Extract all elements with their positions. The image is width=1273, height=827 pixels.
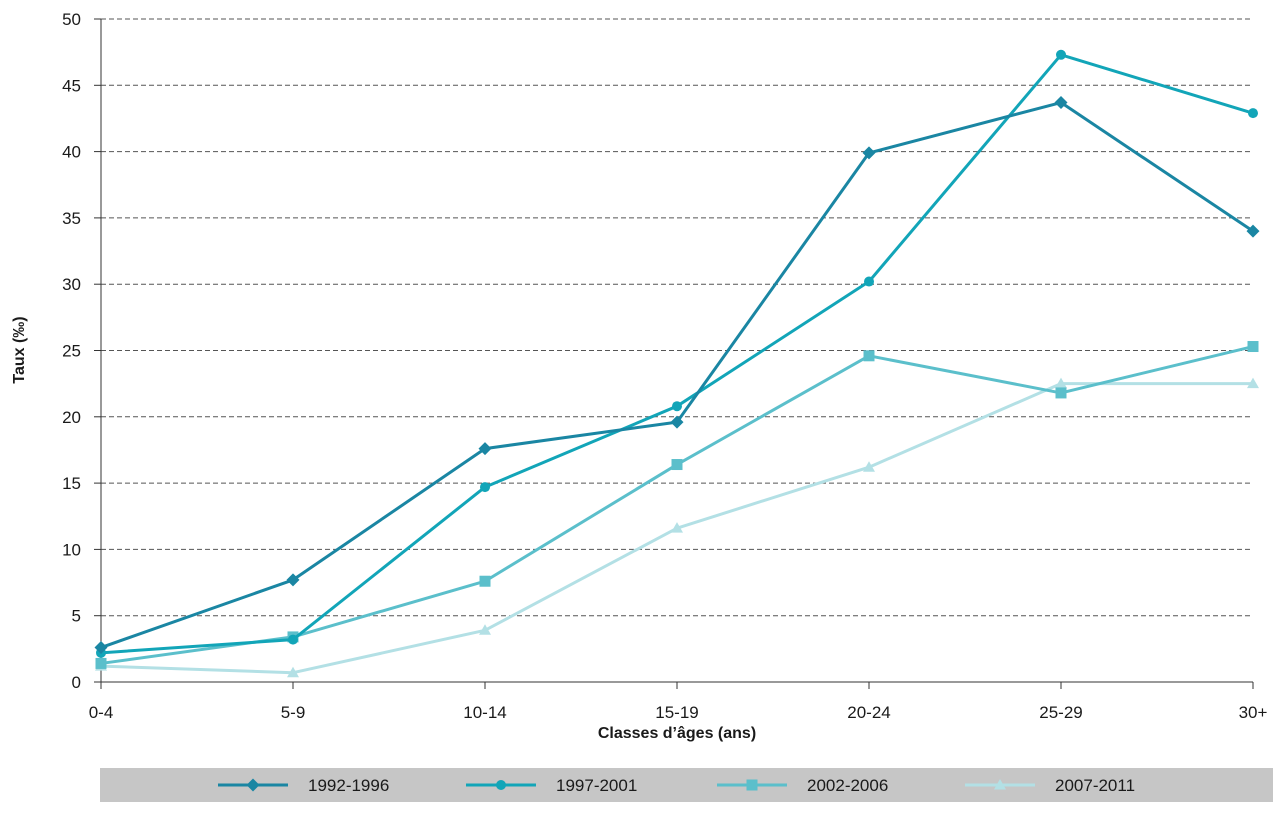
- y-tick-labels: 0 5 10 15 20 25 30 35 40 45 50: [62, 10, 81, 692]
- y-tick-label-20: 20: [62, 408, 81, 427]
- legend-item-2002-2006: 2002-2006: [717, 776, 888, 795]
- legend-label-1992-1996: 1992-1996: [308, 776, 389, 795]
- data-point-2002-2006-10-14: [479, 575, 491, 587]
- data-point-1992-1996-30+: [1246, 224, 1260, 238]
- x-tick-label-25-29: 25-29: [1039, 703, 1082, 722]
- legend-marker-1992-1996: [246, 778, 260, 792]
- data-point-1992-1996-5-9: [286, 573, 300, 587]
- data-point-1997-2001-10-14: [480, 482, 490, 493]
- data-point-2007-2011-30+: [1247, 377, 1259, 389]
- y-tick-label-5: 5: [72, 607, 81, 626]
- data-point-1997-2001-15-19: [672, 401, 682, 412]
- data-point-1997-2001-5-9: [288, 634, 298, 645]
- x-tick-label-0-4: 0-4: [89, 703, 114, 722]
- y-axis-title: Taux (‰): [11, 316, 28, 383]
- x-tick-labels: 0-4 5-9 10-14 15-19 20-24 25-29 30+: [89, 703, 1268, 722]
- legend-item-1992-1996: 1992-1996: [218, 776, 389, 795]
- data-point-1992-1996-20-24: [862, 146, 876, 160]
- series-line-1997-2001: [100, 53, 1254, 655]
- data-point-2007-2011-25-29: [1055, 377, 1067, 389]
- x-tick-label-10-14: 10-14: [463, 703, 506, 722]
- y-tick-label-25: 25: [62, 342, 81, 361]
- data-point-1992-1996-10-14: [478, 442, 492, 456]
- legend-marker-1997-2001: [496, 780, 506, 790]
- data-point-2002-2006-20-24: [863, 350, 875, 362]
- y-tick-label-0: 0: [72, 673, 81, 692]
- data-point-1997-2001-25-29: [1056, 49, 1066, 60]
- legend-label-2002-2006: 2002-2006: [807, 776, 888, 795]
- data-point-2007-2011-10-14: [479, 624, 491, 635]
- data-point-2002-2006-25-29: [1055, 387, 1067, 399]
- legend: 1992-1996 1997-2001 2002-2006 2007-2011: [100, 768, 1273, 802]
- y-tick-label-15: 15: [62, 474, 81, 493]
- legend-marker-2007-2011: [994, 779, 1006, 790]
- x-axis-title: Classes d’âges (ans): [598, 725, 756, 742]
- series-1992-1996: [94, 96, 1260, 655]
- axes: [94, 18, 1254, 689]
- legend-item-1997-2001: 1997-2001: [466, 776, 637, 795]
- data-point-2007-2011-5-9: [287, 666, 299, 678]
- gridlines: [101, 18, 1253, 617]
- legend-marker-2002-2006: [746, 779, 758, 791]
- data-point-2002-2006-30+: [1247, 341, 1259, 353]
- data-point-2002-2006-15-19: [671, 459, 683, 471]
- data-point-1992-1996-0-4: [94, 641, 108, 655]
- legend-label-1997-2001: 1997-2001: [556, 776, 637, 795]
- data-point-1997-2001-20-24: [864, 276, 874, 287]
- x-tick-label-15-19: 15-19: [655, 703, 698, 722]
- series-line-1992-1996: [100, 101, 1254, 649]
- legend-label-2007-2011: 2007-2011: [1055, 776, 1135, 795]
- data-point-1992-1996-15-19: [670, 415, 684, 429]
- y-tick-label-35: 35: [62, 209, 81, 228]
- data-point-1992-1996-25-29: [1054, 96, 1068, 110]
- y-tick-label-10: 10: [62, 540, 81, 559]
- series-2007-2011: [95, 377, 1259, 678]
- y-tick-label-50: 50: [62, 10, 81, 29]
- data-point-2007-2011-20-24: [863, 461, 875, 472]
- x-tick-label-5-9: 5-9: [281, 703, 306, 722]
- legend-item-2007-2011: 2007-2011: [965, 776, 1135, 795]
- data-point-1997-2001-30+: [1248, 108, 1258, 119]
- series-2002-2006: [95, 341, 1259, 669]
- series-1997-2001: [96, 49, 1258, 658]
- y-tick-label-45: 45: [62, 76, 81, 95]
- x-tick-label-20-24: 20-24: [847, 703, 890, 722]
- legend-background: [100, 768, 1273, 802]
- x-tick-label-30+: 30+: [1239, 703, 1268, 722]
- y-tick-label-30: 30: [62, 275, 81, 294]
- data-point-2007-2011-15-19: [671, 522, 683, 533]
- series-lines: [94, 49, 1260, 678]
- y-tick-label-40: 40: [62, 143, 81, 162]
- data-point-2002-2006-0-4: [95, 657, 107, 669]
